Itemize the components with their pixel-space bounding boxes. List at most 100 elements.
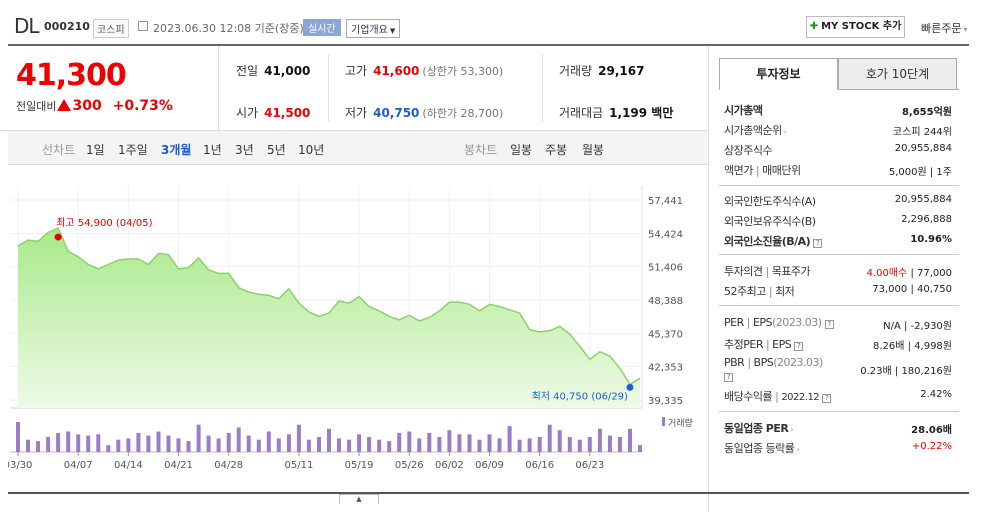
max-marker <box>54 233 62 241</box>
volume-bar <box>487 434 492 452</box>
stat-value: 1,199 백만 <box>609 106 674 120</box>
volume-bar <box>547 424 552 452</box>
shares-value: 20,955,884 <box>894 143 952 154</box>
volume-bar <box>597 428 602 452</box>
volume-bar <box>638 445 642 452</box>
stats-divider <box>0 130 708 131</box>
add-mystock-label: MY STOCK 추가 <box>821 21 902 32</box>
chart-period-tabs: 선차트 1일 1주일 3개월 1년 3년 5년 10년 봉차트 일봉 주봉 월봉 <box>8 131 708 165</box>
tab-invest-info[interactable]: 투자정보 <box>719 58 838 90</box>
volume-bar <box>497 438 502 452</box>
pbr-year: (2023.03) <box>773 356 823 369</box>
volume-bar <box>607 435 612 452</box>
tab-monthly[interactable]: 월봉 <box>582 143 605 157</box>
row-key: 시가총액순위 › <box>724 122 787 138</box>
help-icon[interactable]: ? <box>822 394 832 403</box>
volume-bar <box>617 437 622 452</box>
stat-label: 저가 <box>345 106 368 120</box>
foreign-hold-value: 2,296,888 <box>901 214 952 225</box>
tab-weekly[interactable]: 주봉 <box>545 143 568 157</box>
volume-bar <box>236 427 241 452</box>
row-52w: 52주최고 | 최저 73,000 | 40,750 <box>719 281 959 301</box>
sector-group: 동일업종 PER › 28.06배 동일업종 등락률 › +0.22% <box>719 418 959 458</box>
add-mystock-button[interactable]: ✚ MY STOCK 추가 <box>806 16 905 38</box>
realtime-button[interactable]: 실시간 <box>303 19 341 36</box>
help-icon[interactable]: ? <box>724 373 733 382</box>
cap-rank-label: 시가총액순위 <box>724 124 782 137</box>
row-key: 시가총액 <box>724 102 763 118</box>
row-cap-rank[interactable]: 시가총액순위 › 코스피 244위 <box>719 120 959 140</box>
w52-value: 73,000 | 40,750 <box>872 284 952 295</box>
volume-bar <box>96 434 101 452</box>
corp-info-dropdown[interactable]: 기업개요 ▼ <box>346 19 401 38</box>
tab-10y[interactable]: 10년 <box>298 143 325 157</box>
row-foreign-limit: 외국인한도주식수(A) 20,955,884 <box>719 191 959 211</box>
volume-bar <box>337 438 341 452</box>
header-divider <box>8 44 969 46</box>
x-tick-label: 04/28 <box>214 460 243 471</box>
row-pbr: PBR | BPS(2023.03)? 0.23배 | 180,216원 <box>719 354 959 386</box>
row-value: 4.00매수 | 77,000 <box>866 268 952 279</box>
market-cap-value: 8,655억원 <box>901 107 952 118</box>
stat-value: 41,500 <box>264 106 311 120</box>
help-icon[interactable]: ? <box>813 239 823 248</box>
x-tick-label: 05/26 <box>395 460 424 471</box>
volume-bar <box>266 431 271 452</box>
volume-bar <box>507 426 512 452</box>
tab-daily[interactable]: 일봉 <box>510 143 533 157</box>
volume-bar <box>186 441 191 452</box>
panel-divider <box>708 46 709 512</box>
price-line <box>17 227 641 386</box>
x-tick-label: 05/19 <box>345 460 374 471</box>
pbr-label: PBR <box>724 356 745 369</box>
price-chart[interactable]: 57,441 54,424 51,406 48,388 45,370 42,353 39,3… <box>8 166 708 492</box>
tab-1w[interactable]: 1주일 <box>118 143 148 157</box>
row-value: 8,655억원 <box>902 103 952 118</box>
y-tick-label: 42,353 <box>648 363 683 374</box>
help-icon[interactable]: ? <box>794 342 804 351</box>
tab-5y[interactable]: 5년 <box>267 143 286 157</box>
row-sector-per[interactable]: 동일업종 PER › 28.06배 <box>719 418 959 438</box>
row-key: 외국인소진율(B/A)? <box>724 233 823 249</box>
info-tabs: 투자정보 호가 10단계 <box>719 58 959 90</box>
stat-divider <box>328 54 329 122</box>
volume-bar <box>587 437 592 452</box>
par-unit-value: 5,000원 | 1주 <box>888 167 952 178</box>
volume-bar <box>306 439 311 452</box>
foreign-ratio-label: 외국인소진율(B/A) <box>724 235 811 248</box>
stat-sub: (하한가 28,700) <box>422 107 504 120</box>
stat-low: 저가 40,750 (하한가 28,700) <box>345 104 503 121</box>
sector-per-value: 28.06배 <box>911 425 952 436</box>
up-triangle-icon <box>57 99 72 111</box>
par-label: 액면가 <box>724 164 753 177</box>
min-label: 최저 40,750 (06/29) <box>532 390 628 402</box>
pbr-bps-value: 0.23배 | 180,216원 <box>860 366 952 377</box>
tab-3y[interactable]: 3년 <box>235 143 254 157</box>
stat-turnover: 거래대금 1,199 백만 <box>559 104 673 121</box>
quick-order-menu[interactable]: 빠른주문 ▾ <box>921 20 968 36</box>
bps-label: BPS <box>753 356 774 369</box>
plus-icon: ✚ <box>809 21 819 32</box>
help-icon[interactable]: ? <box>824 320 834 329</box>
tab-1y[interactable]: 1년 <box>203 143 222 157</box>
candle-chart-label: 봉차트 <box>464 143 498 157</box>
volume-bar <box>36 441 41 452</box>
row-key: 52주최고 | 최저 <box>724 285 795 298</box>
volume-bar <box>196 424 201 452</box>
row-foreign-ratio: 외국인소진율(B/A)? 10.96% <box>719 231 959 251</box>
foreign-limit-label: 외국인한도주식수(A) <box>724 195 816 208</box>
volume-bar <box>116 439 121 452</box>
w52-low-label: 최저 <box>775 285 795 298</box>
tab-3m[interactable]: 3개월 <box>161 143 192 157</box>
row-sector-rate[interactable]: 동일업종 등락률 › +0.22% <box>719 438 959 458</box>
x-tick-label: 06/09 <box>475 460 504 471</box>
row-value: +0.22% <box>912 441 952 452</box>
eps-label: EPS <box>752 316 773 329</box>
volume-bar <box>417 438 422 452</box>
tab-1d[interactable]: 1일 <box>86 143 105 157</box>
volume-legend-swatch <box>662 417 665 426</box>
row-key: 동일업종 PER › <box>724 420 794 436</box>
tab-hoga[interactable]: 호가 10단계 <box>838 58 957 90</box>
volume-bar <box>106 445 111 452</box>
chart-collapse-button[interactable]: ▲ <box>339 494 379 504</box>
